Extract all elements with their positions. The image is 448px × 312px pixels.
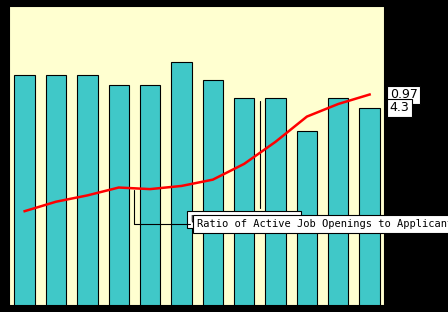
- Bar: [14, 76, 35, 306]
- Bar: [46, 76, 66, 306]
- Bar: [297, 131, 317, 306]
- Bar: [77, 76, 98, 306]
- Bar: [359, 108, 380, 306]
- Bar: [328, 98, 349, 306]
- Text: 4.3: 4.3: [390, 101, 409, 114]
- Bar: [265, 98, 286, 306]
- Bar: [202, 80, 223, 306]
- Bar: [108, 85, 129, 306]
- Text: 0.97: 0.97: [390, 88, 418, 101]
- Bar: [234, 98, 254, 306]
- Bar: [140, 85, 160, 306]
- Text: Unemployment Rate: Unemployment Rate: [191, 101, 297, 225]
- Text: Ratio of Active Job Openings to Applicants: Ratio of Active Job Openings to Applican…: [134, 190, 448, 229]
- Bar: [171, 61, 192, 306]
